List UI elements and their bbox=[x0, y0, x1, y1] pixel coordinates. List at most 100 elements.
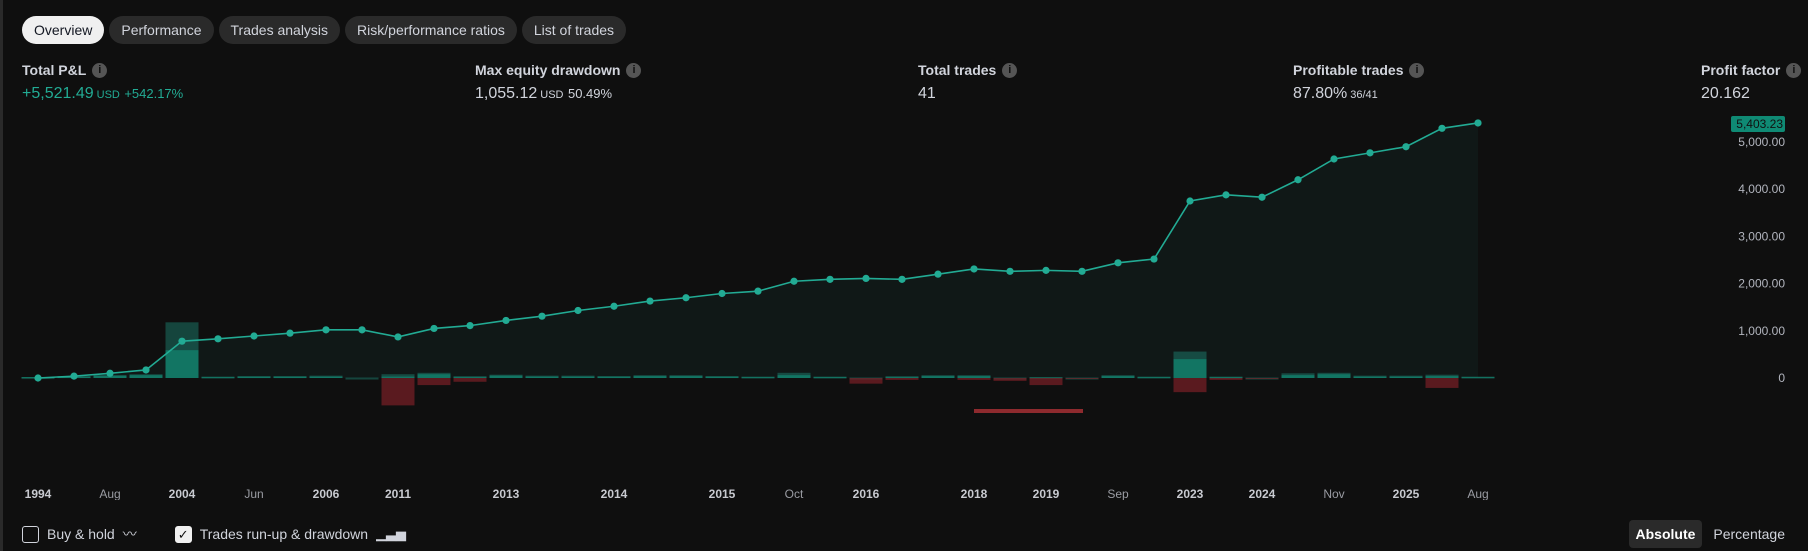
drawdown-bar bbox=[1029, 378, 1063, 386]
equity-point bbox=[1294, 176, 1302, 184]
y-tick-label: 5,000.00 bbox=[1738, 135, 1785, 149]
equity-point bbox=[322, 326, 330, 334]
equity-point bbox=[1258, 193, 1266, 201]
equity-point bbox=[1438, 124, 1446, 132]
absolute-button[interactable]: Absolute bbox=[1628, 520, 1703, 548]
equity-point bbox=[502, 316, 510, 325]
equity-point bbox=[1150, 255, 1158, 263]
equity-point bbox=[790, 277, 798, 285]
stat-profitable-trades: Profitable trades i 87.80% 36/41 bbox=[1293, 62, 1425, 103]
drawdown-bar bbox=[1065, 378, 1099, 379]
drawdown-bar bbox=[453, 378, 487, 382]
runup-drawdown-label[interactable]: Trades run-up & drawdown bbox=[199, 526, 369, 542]
profit-bar bbox=[777, 375, 811, 378]
equity-point bbox=[250, 332, 258, 340]
y-tick-label: 1,000.00 bbox=[1738, 324, 1785, 338]
profit-bar bbox=[201, 377, 235, 378]
stat-total-pnl: Total P&L i +5,521.49 USD +542.17% bbox=[22, 62, 183, 103]
max-dd-value: 1,055.12 bbox=[475, 85, 538, 102]
runup-bar bbox=[381, 374, 415, 378]
line-chart-icon: 〰 bbox=[122, 526, 137, 542]
equity-point bbox=[1078, 267, 1086, 275]
profit-bar bbox=[1173, 359, 1207, 378]
stat-max-drawdown: Max equity drawdown i 1,055.12 USD 50.49% bbox=[475, 62, 642, 103]
x-tick-label: 2004 bbox=[169, 487, 196, 500]
total-pnl-value: +5,521.49 bbox=[22, 85, 94, 102]
equity-point bbox=[358, 326, 366, 334]
profit-bar bbox=[705, 376, 739, 378]
info-icon[interactable]: i bbox=[626, 62, 642, 78]
tab-list-of-trades[interactable]: List of trades bbox=[521, 16, 627, 44]
equity-point bbox=[466, 322, 474, 330]
buy-hold-label[interactable]: Buy & hold bbox=[47, 526, 115, 542]
tab-trades-analysis[interactable]: Trades analysis bbox=[218, 16, 341, 44]
equity-point bbox=[826, 275, 834, 283]
x-tick-label: 2006 bbox=[313, 487, 340, 500]
tab-bar: Overview Performance Trades analysis Risk/p… bbox=[22, 16, 627, 44]
stat-profit-factor: Profit factor i 20.162 bbox=[1701, 62, 1802, 103]
profit-bar bbox=[957, 376, 991, 378]
stat-label: Total P&L bbox=[22, 62, 87, 78]
y-tick-label: 2,000.00 bbox=[1738, 277, 1785, 291]
equity-point bbox=[1114, 259, 1122, 267]
profit-bar bbox=[453, 377, 487, 378]
x-tick-label: 2025 bbox=[1393, 487, 1420, 500]
drawdown-bar bbox=[993, 378, 1027, 381]
equity-chart[interactable]: 0 1,000.00 2,000.00 3,000.00 4,000.00 5,000.0… bbox=[3, 0, 1808, 500]
equity-point bbox=[430, 324, 438, 333]
info-icon[interactable]: i bbox=[92, 62, 108, 78]
equity-point bbox=[142, 366, 150, 374]
runup-drawdown-checkbox[interactable]: ✓ bbox=[174, 525, 192, 543]
stat-label: Total trades bbox=[918, 62, 997, 78]
chart-options: Buy & hold 〰 ✓ Trades run-up & drawdown … bbox=[22, 524, 406, 544]
profit-bar bbox=[1461, 377, 1495, 378]
y-tick-label: 4,000.00 bbox=[1738, 182, 1785, 196]
buy-hold-checkbox[interactable] bbox=[22, 525, 39, 543]
percentage-button[interactable]: Percentage bbox=[1713, 526, 1785, 542]
profit-bar bbox=[561, 376, 595, 378]
equity-point bbox=[1474, 119, 1482, 127]
equity-point bbox=[862, 274, 870, 283]
stat-label: Profitable trades bbox=[1293, 62, 1404, 78]
profit-bar bbox=[921, 376, 955, 378]
profitable-value: 87.80% bbox=[1293, 85, 1348, 102]
tab-overview[interactable]: Overview bbox=[22, 16, 105, 44]
x-tick-label: 2016 bbox=[853, 487, 880, 500]
drawdown-bar bbox=[1209, 378, 1243, 380]
info-icon[interactable]: i bbox=[1786, 62, 1802, 78]
x-tick-label: Oct bbox=[785, 487, 804, 500]
profitable-ratio: 36/41 bbox=[1350, 89, 1378, 101]
profit-bar bbox=[237, 376, 271, 378]
stat-total-trades: Total trades i 41 bbox=[918, 62, 1018, 103]
profit-bar bbox=[525, 376, 559, 378]
equity-point bbox=[574, 306, 582, 315]
info-icon[interactable]: i bbox=[1409, 62, 1425, 78]
equity-point bbox=[1006, 267, 1014, 275]
profit-bar bbox=[1317, 374, 1351, 378]
profit-bar bbox=[417, 374, 451, 378]
profit-bar bbox=[1281, 375, 1315, 378]
profit-bar bbox=[1389, 376, 1423, 378]
info-icon[interactable]: i bbox=[1002, 62, 1018, 78]
last-value-label: 5,403.23 bbox=[1736, 117, 1783, 131]
x-tick-label: 2019 bbox=[1033, 487, 1060, 500]
profit-factor-value: 20.162 bbox=[1701, 85, 1750, 102]
x-tick-label: Nov bbox=[1323, 487, 1344, 500]
x-tick-label: 2024 bbox=[1249, 487, 1276, 500]
drawdown-range-marker bbox=[974, 409, 1083, 413]
profit-bar bbox=[273, 376, 307, 378]
profit-bar bbox=[633, 376, 667, 378]
x-tick-label: 2015 bbox=[709, 487, 736, 500]
equity-point bbox=[898, 275, 906, 283]
tab-risk-performance-ratios[interactable]: Risk/performance ratios bbox=[345, 16, 517, 44]
equity-point bbox=[610, 302, 618, 310]
display-mode-toggle: Absolute Percentage bbox=[1628, 520, 1793, 548]
x-tick-label: Aug bbox=[99, 487, 120, 500]
equity-point bbox=[718, 289, 726, 298]
equity-point bbox=[646, 297, 654, 305]
equity-point bbox=[934, 270, 942, 278]
tab-performance[interactable]: Performance bbox=[109, 16, 214, 44]
x-tick-label: 2013 bbox=[493, 487, 520, 500]
x-tick-label: 2014 bbox=[601, 487, 628, 500]
total-trades-value: 41 bbox=[918, 85, 936, 102]
